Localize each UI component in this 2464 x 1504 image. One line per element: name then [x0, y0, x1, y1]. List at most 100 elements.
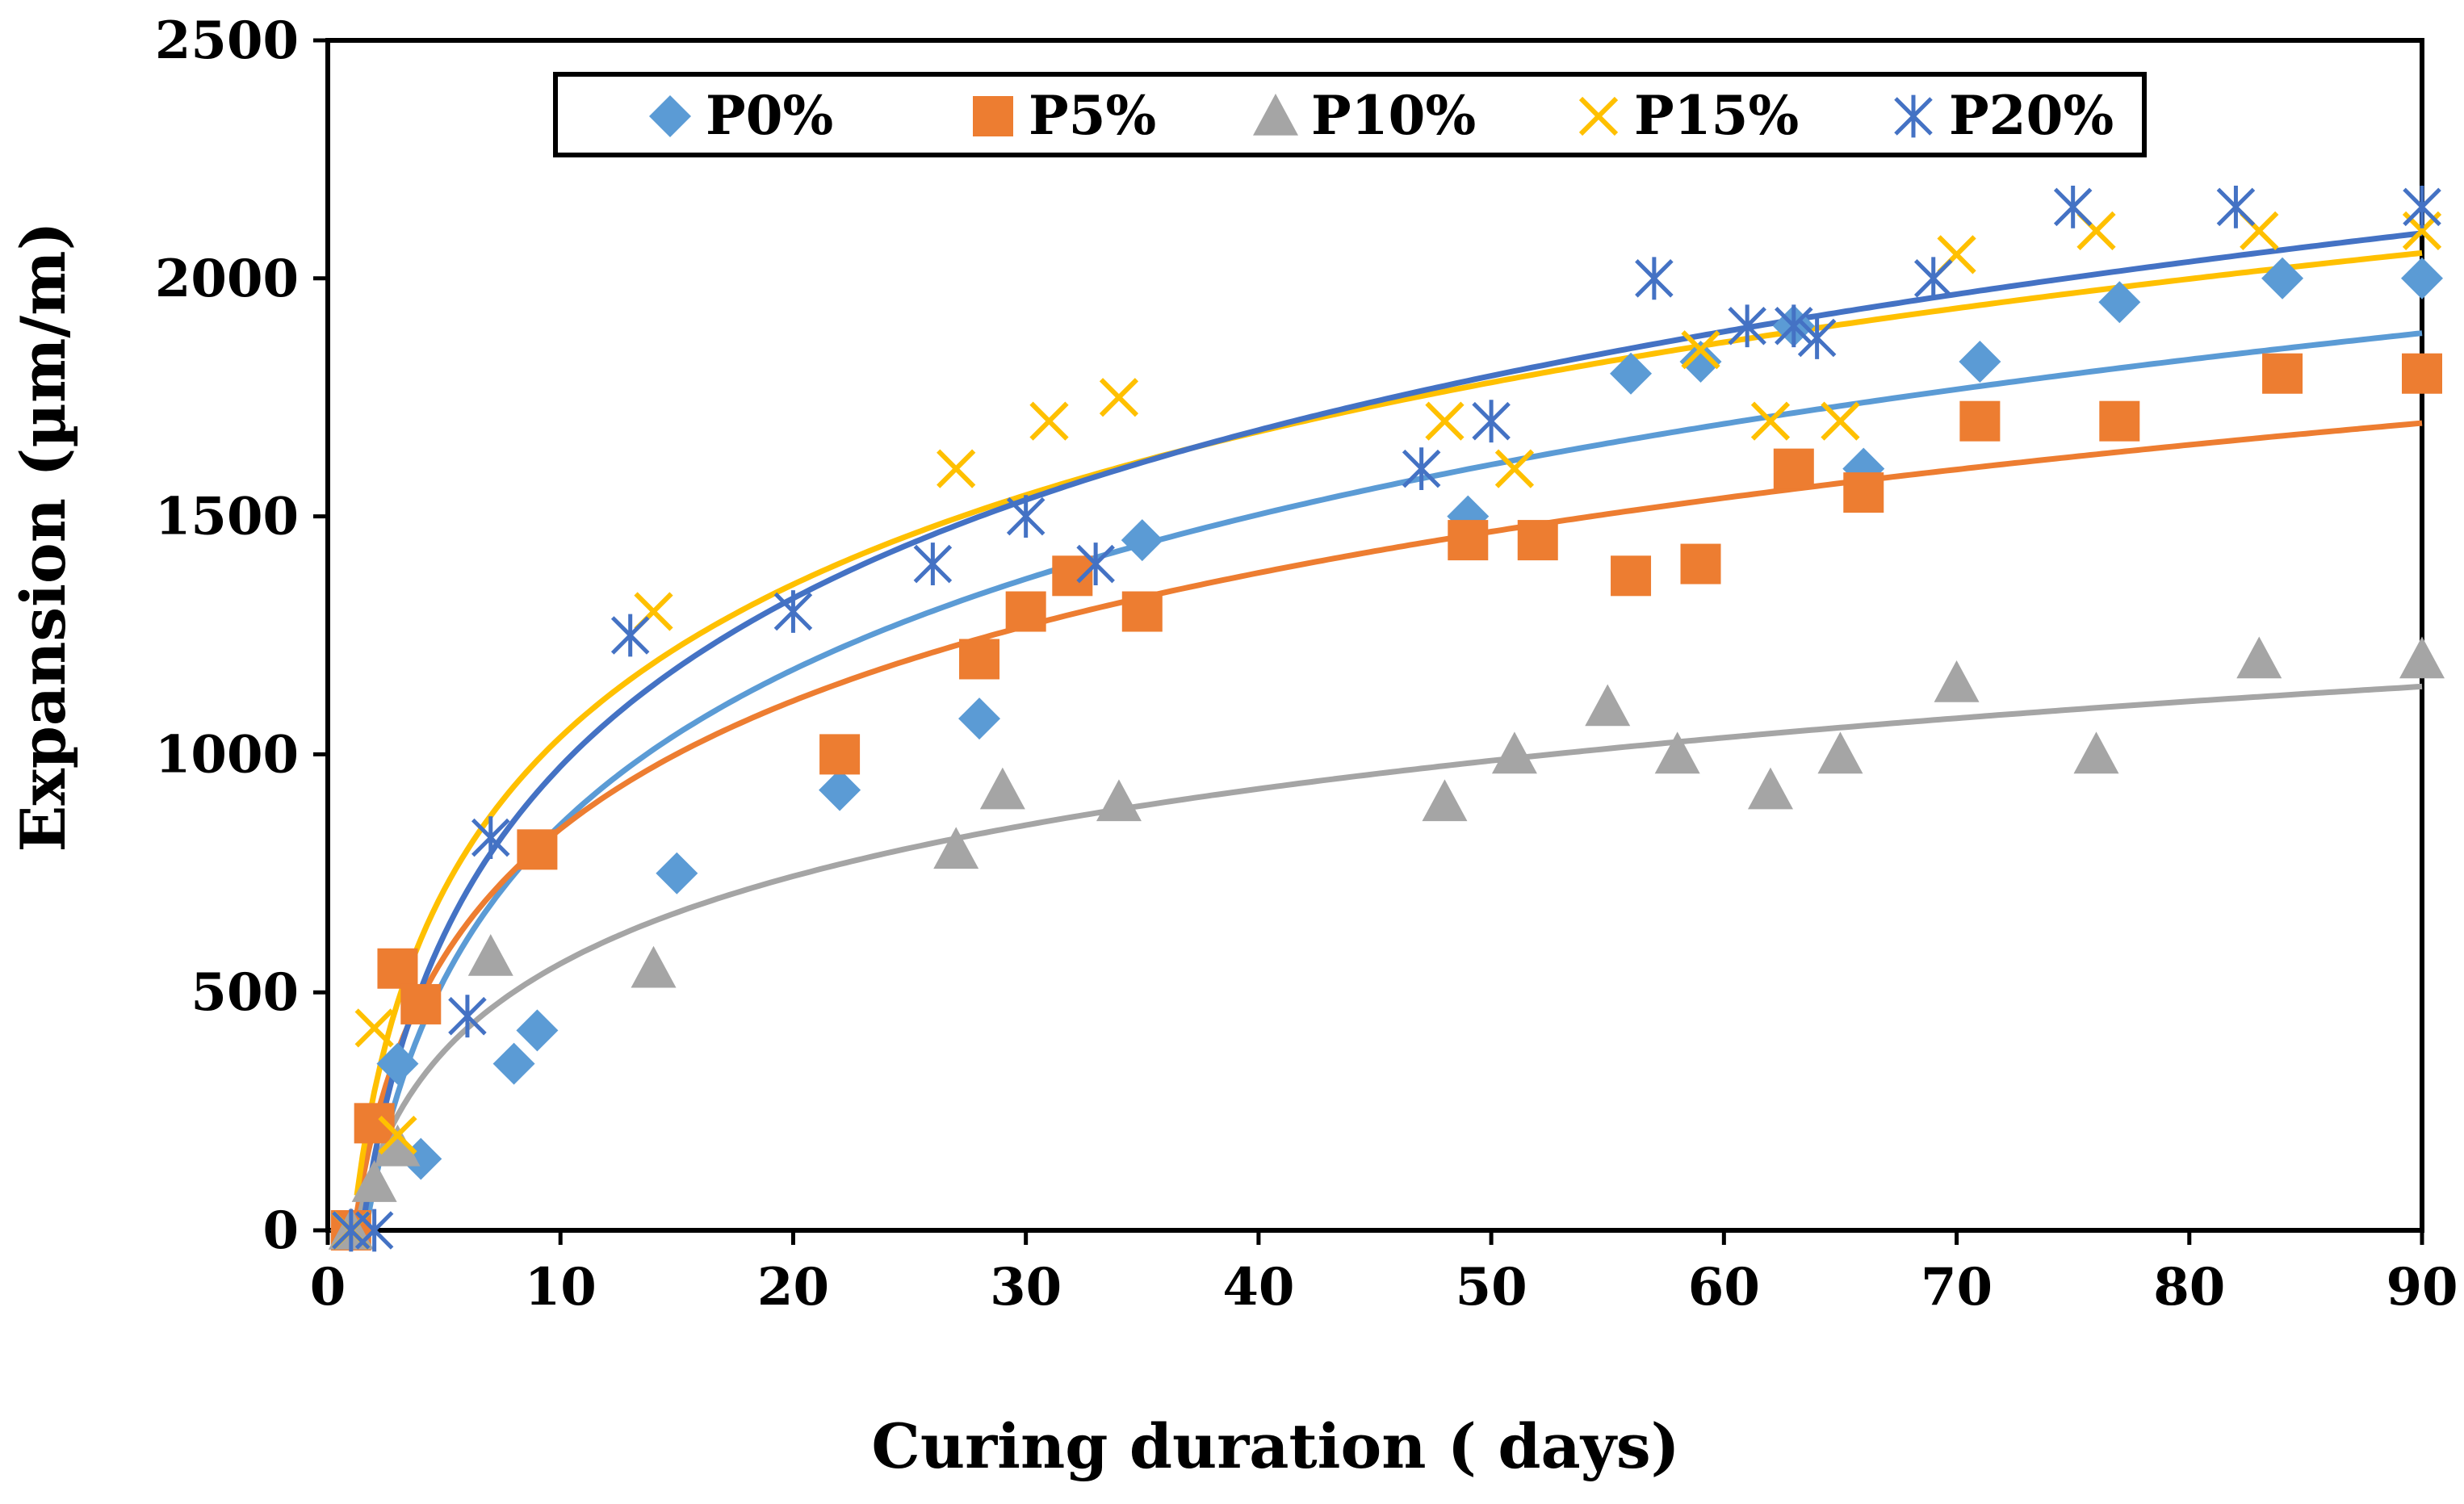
point-p5pct [1121, 591, 1163, 632]
point-p10pct [351, 1160, 397, 1202]
legend-label: P5% [1029, 84, 1156, 147]
point-p20pct [2216, 185, 2256, 228]
trendline-p5pct [354, 420, 2423, 1213]
point-p10pct [1934, 660, 1980, 702]
point-p0pct [1610, 352, 1653, 395]
data-markers [328, 185, 2445, 1252]
point-p20pct [1402, 447, 1441, 491]
point-p10pct [1491, 731, 1537, 774]
trendline-p0pct [365, 330, 2423, 1216]
point-p15pct [354, 1008, 394, 1048]
point-p5pct [1843, 472, 1884, 513]
point-p5pct [1773, 448, 1814, 489]
point-p0pct [492, 1042, 535, 1085]
y-tick-label: 0 [262, 1200, 299, 1261]
point-p20pct [1913, 257, 1953, 300]
x-tick-label: 50 [1456, 1257, 1527, 1318]
point-p10pct [1096, 779, 1142, 822]
point-p10pct [631, 945, 677, 988]
point-p5pct [400, 983, 442, 1024]
point-p20pct [913, 543, 953, 585]
x-tick-label: 60 [1688, 1257, 1760, 1318]
point-p20pct [1006, 495, 1046, 538]
point-p5pct [819, 734, 861, 775]
legend-box [553, 72, 2147, 157]
point-p10pct [933, 827, 979, 869]
legend-label: P10% [1311, 84, 1476, 147]
legend: P0% P5% P10% P15% P20% [553, 72, 2147, 157]
legend-item-p10pct: P10% [1253, 84, 1476, 147]
point-p20pct [773, 590, 813, 633]
point-p15pct [1425, 401, 1465, 441]
point-p0pct [376, 1042, 419, 1085]
x-tick-label: 20 [757, 1257, 829, 1318]
x-tick-label: 80 [2153, 1257, 2225, 1318]
point-p0pct [1121, 519, 1163, 562]
point-p0pct [819, 769, 861, 811]
point-p5pct [2099, 400, 2140, 442]
x-tick-label: 90 [2386, 1257, 2458, 1318]
x-tick-label: 0 [310, 1257, 346, 1318]
point-p15pct [378, 1115, 417, 1155]
y-tick-label: 2500 [155, 10, 299, 71]
point-p20pct [610, 614, 650, 657]
point-p10pct [1585, 684, 1631, 727]
point-p5pct [1517, 520, 1558, 561]
legend-item-p0pct: P0% [649, 84, 833, 147]
point-p15pct [1029, 401, 1069, 441]
point-p20pct [1728, 304, 1766, 348]
point-p20pct [1797, 316, 1837, 359]
y-axis-ticks: 0 500 1000 1500 2000 2500 [155, 10, 328, 1261]
point-p10pct [467, 933, 513, 976]
legend-item-p15pct: P15% [1578, 84, 1799, 147]
point-p0pct [2401, 257, 2443, 300]
point-p5pct [1005, 591, 1046, 632]
point-p5pct [2402, 353, 2442, 394]
trendline-p15pct [354, 249, 2423, 1196]
point-p15pct [1494, 449, 1535, 488]
point-p5pct [1448, 520, 1489, 561]
point-p0pct [656, 852, 698, 894]
point-p0pct [516, 1009, 559, 1052]
y-tick-label: 1500 [155, 487, 299, 547]
point-p0pct [1679, 340, 1722, 383]
x-tick-label: 10 [525, 1257, 597, 1318]
x-tick-label: 40 [1222, 1257, 1294, 1318]
point-p10pct [1747, 767, 1793, 810]
point-p5pct [2262, 353, 2303, 394]
legend-marker [1253, 94, 1298, 136]
legend-label: P0% [706, 84, 833, 147]
point-p15pct [1099, 378, 1139, 417]
point-p10pct [1817, 731, 1863, 774]
trendlines [354, 230, 2423, 1228]
legend-marker [649, 95, 691, 137]
point-p10pct [375, 1124, 421, 1167]
point-p5pct [1959, 400, 2001, 442]
point-p10pct [2399, 636, 2445, 679]
x-tick-label: 30 [990, 1257, 1062, 1318]
point-p15pct [1681, 330, 1720, 370]
legend-item-p20pct: P20% [1894, 84, 2114, 147]
y-tick-label: 2000 [155, 249, 299, 309]
point-p20pct [2053, 185, 2093, 228]
y-tick-label: 1000 [155, 724, 299, 785]
point-p5pct [959, 639, 1000, 680]
trendline-p20pct [359, 230, 2423, 1228]
x-axis-ticks: 0 10 20 30 40 50 60 70 80 90 [310, 1230, 2458, 1318]
legend-label: P20% [1949, 84, 2114, 147]
point-p0pct [2261, 257, 2304, 300]
point-p5pct [517, 829, 558, 870]
legend-marker [973, 96, 1013, 136]
point-p10pct [1654, 731, 1700, 774]
point-p20pct [1635, 257, 1674, 300]
point-p0pct [2098, 281, 2141, 324]
point-p10pct [2073, 731, 2119, 774]
point-p20pct [1076, 543, 1115, 585]
point-p20pct [448, 995, 487, 1038]
point-p15pct [1750, 401, 1791, 441]
point-p20pct [2403, 185, 2441, 228]
point-p10pct [1422, 779, 1468, 822]
point-p20pct [1775, 304, 1813, 348]
point-p5pct [377, 948, 418, 989]
